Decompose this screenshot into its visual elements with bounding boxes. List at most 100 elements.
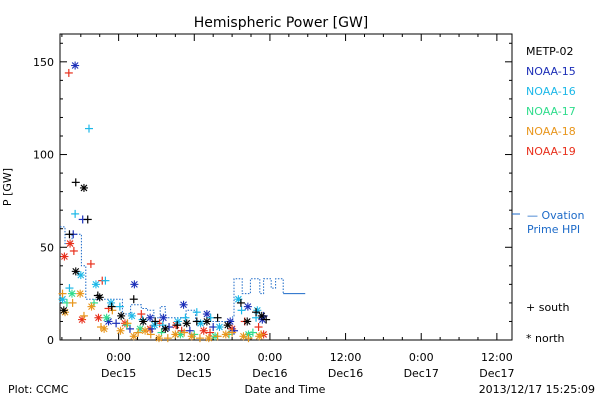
north-point-d2: [92, 280, 100, 288]
north-point-d2: [107, 299, 115, 307]
north-point-d2: [183, 319, 191, 327]
north-point: [100, 324, 109, 333]
north-point-d2: [76, 290, 84, 298]
north-point: [199, 326, 208, 335]
south-point: [262, 315, 271, 324]
chart-title: Hemispheric Power [GW]: [194, 15, 369, 31]
north-point: [95, 293, 104, 302]
north-point-d2: [103, 314, 111, 322]
north-point: [243, 317, 252, 326]
north-point-d2: [258, 312, 266, 320]
north-point: [130, 280, 139, 289]
north-point: [221, 330, 230, 339]
north-point: [59, 306, 68, 315]
south-point: [163, 334, 172, 343]
north-point-d2: [72, 267, 80, 275]
south-point: [58, 289, 67, 298]
north-point: [102, 313, 111, 322]
south-point: [68, 298, 77, 307]
north-point-d2: [71, 62, 79, 69]
north-point-d2: [117, 327, 124, 335]
north-point-d2: [130, 280, 138, 288]
ovation-line-dotted: [60, 226, 284, 322]
x-tick-label-date: Dec15: [177, 367, 212, 380]
x-tick-label-time: 0:00: [258, 351, 283, 364]
north-point-d2: [128, 312, 136, 320]
ovation-legend-label-1: — Ovation: [527, 209, 585, 222]
south-point: [236, 298, 245, 307]
north-point: [161, 324, 170, 333]
north-point: [139, 317, 148, 326]
south-point: [71, 209, 80, 218]
legend-item: NOAA-16: [526, 85, 576, 98]
north-point: [79, 183, 88, 192]
north-point-d2: [224, 321, 232, 329]
south-point: [228, 328, 237, 337]
south-point: [173, 321, 182, 330]
south-point: [146, 330, 155, 339]
south-point: [213, 332, 222, 341]
south-point: [65, 230, 74, 239]
south-point: [64, 68, 73, 77]
scatter-points: [58, 61, 271, 343]
y-tick-label: 0: [47, 334, 54, 347]
legend-north: * north: [526, 332, 565, 345]
north-point: [202, 310, 211, 319]
south-point: [69, 246, 78, 255]
north-point-d2: [174, 318, 182, 325]
north-point-d2: [105, 318, 112, 325]
north-point-d2: [203, 318, 211, 325]
series-noaa-16: [58, 124, 262, 332]
north-point: [159, 313, 168, 322]
north-point: [71, 61, 80, 70]
north-point-d2: [66, 240, 74, 247]
north-point: [60, 252, 69, 261]
x-tick-label-date: Dec16: [252, 367, 287, 380]
south-point: [83, 215, 92, 224]
north-point: [150, 321, 159, 330]
legend-item: NOAA-17: [526, 105, 576, 118]
south-point: [254, 323, 263, 332]
north-point-d2: [151, 321, 158, 329]
x-tick-label-time: 0:00: [409, 351, 434, 364]
north-point: [239, 332, 248, 341]
north-point-d2: [205, 334, 213, 342]
north-point: [94, 313, 103, 322]
legend-item: NOAA-19: [526, 145, 576, 158]
south-point: [151, 317, 160, 326]
south-point: [86, 259, 95, 268]
north-point-d2: [117, 312, 125, 320]
north-point: [117, 311, 126, 320]
south-point: [192, 317, 201, 326]
north-point: [173, 317, 182, 326]
north-point-d2: [188, 332, 196, 340]
north-point: [255, 332, 264, 341]
plot-credit: Plot: CCMC: [8, 383, 69, 396]
south-point: [206, 328, 215, 337]
north-point: [171, 330, 180, 339]
north-point-d2: [141, 327, 149, 335]
north-point: [243, 302, 252, 311]
north-point-d2: [171, 331, 179, 338]
north-point: [71, 267, 80, 276]
x-tick-label-date: Dec16: [328, 367, 363, 380]
south-point: [79, 311, 88, 320]
north-point-d2: [222, 331, 230, 338]
north-point-d2: [130, 332, 138, 340]
north-point-d2: [88, 303, 95, 311]
legend-south: + south: [526, 301, 569, 314]
south-point: [229, 326, 238, 335]
north-point-d2: [159, 314, 167, 322]
north-point-d2: [80, 184, 88, 192]
x-tick-label-date: Dec17: [404, 367, 439, 380]
x-tick-label-time: 12:00: [178, 351, 210, 364]
north-point-d2: [139, 318, 147, 325]
north-point: [127, 311, 136, 320]
north-point: [204, 334, 213, 343]
south-point: [84, 124, 93, 133]
north-point-d2: [197, 319, 204, 327]
south-point: [192, 308, 201, 317]
north-point-d2: [235, 295, 242, 303]
south-point: [129, 295, 138, 304]
